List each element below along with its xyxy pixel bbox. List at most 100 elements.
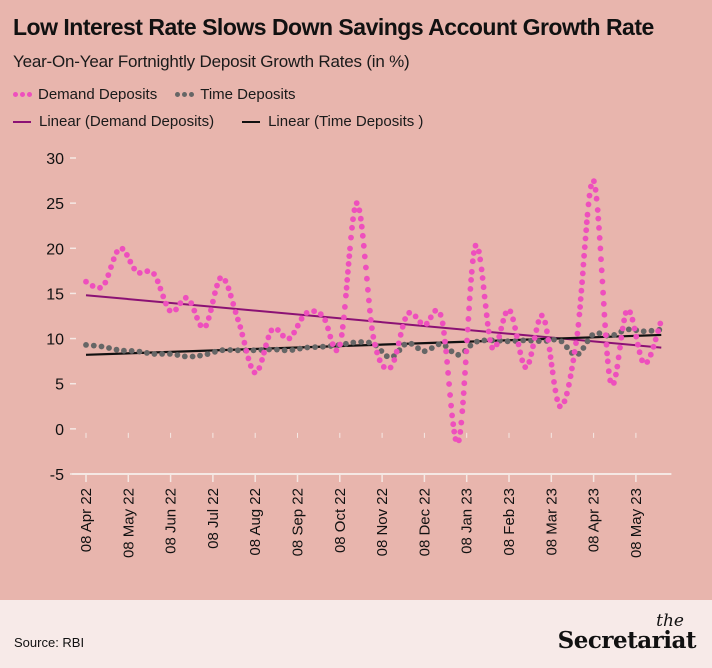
demand-deposit-dot — [526, 359, 533, 365]
time-deposit-dot — [227, 347, 234, 353]
time-deposit-dot — [366, 339, 372, 346]
time-deposit-dot — [204, 351, 211, 357]
demand-deposit-dot — [621, 317, 627, 324]
demand-deposit-dot — [564, 390, 570, 397]
demand-deposit-dot — [144, 268, 151, 275]
demand-deposit-dot — [437, 311, 444, 318]
demand-deposit-dot — [602, 332, 609, 339]
x-tick-label: 08 Aug 22 — [247, 488, 264, 556]
demand-deposit-dot — [366, 297, 372, 304]
demand-deposit-dot — [481, 293, 488, 300]
legend-swatch-purple-line — [13, 120, 31, 123]
demand-deposit-dot — [166, 307, 173, 314]
demand-deposit-dot — [574, 330, 581, 337]
demand-deposit-dot — [477, 256, 484, 263]
demand-deposit-dot — [406, 309, 413, 316]
demand-deposit-dot — [468, 277, 474, 283]
x-tick-label: 08 Jul 22 — [205, 488, 222, 549]
demand-deposit-dot — [399, 323, 406, 330]
demand-deposit-dot — [268, 327, 275, 334]
demand-deposit-dot — [517, 349, 524, 356]
legend-swatch-black-line — [242, 120, 261, 123]
demand-deposit-dot — [291, 329, 297, 336]
time-deposit-dot — [90, 342, 97, 349]
x-tick-label: 08 Dec 22 — [416, 488, 433, 556]
time-deposit-dot — [304, 344, 311, 351]
demand-deposit-dot — [325, 325, 331, 332]
demand-deposit-dot — [368, 317, 374, 323]
demand-deposit-dot — [650, 343, 657, 350]
time-deposit-dot — [212, 348, 218, 355]
demand-deposit-dot — [575, 321, 582, 328]
demand-deposit-dot — [124, 252, 130, 258]
demand-deposit-dot — [604, 358, 611, 365]
demand-deposit-dot — [622, 310, 629, 316]
demand-deposit-dot — [182, 294, 189, 301]
demand-deposit-dot — [374, 349, 380, 356]
demand-deposit-dot — [154, 278, 161, 285]
time-deposit-dot — [481, 337, 488, 344]
demand-deposit-dot — [583, 227, 590, 234]
demand-deposit-dot — [480, 284, 487, 291]
demand-deposit-dot — [591, 178, 597, 185]
demand-deposit-dot — [412, 313, 419, 320]
time-deposit-dot — [144, 350, 150, 356]
demand-deposit-dot — [483, 312, 490, 319]
demand-deposit-dot — [605, 368, 612, 375]
demand-deposit-dot — [603, 341, 610, 348]
demand-deposit-dot — [286, 335, 293, 342]
demand-deposit-dot — [376, 357, 383, 364]
demand-deposit-dot — [131, 265, 138, 272]
demand-deposit-dot — [577, 296, 584, 302]
demand-deposit-dot — [333, 347, 340, 354]
demand-deposit-dot — [341, 314, 347, 321]
y-tick-label: 15 — [46, 286, 64, 303]
legend-swatch-pink-dots — [13, 92, 32, 97]
demand-deposit-dot — [177, 300, 184, 307]
demand-deposit-dot — [89, 283, 96, 289]
demand-deposit-dot — [214, 282, 220, 289]
demand-deposit-dot — [108, 264, 114, 270]
demand-deposit-dot — [222, 278, 229, 284]
demand-deposit-dot — [261, 349, 267, 356]
demand-deposit-dot — [442, 338, 448, 345]
time-deposit-dot — [551, 336, 557, 343]
y-axis: 30 25 20 15 10 5 0 -5 — [46, 151, 76, 484]
demand-deposit-dot — [579, 270, 586, 277]
demand-deposit-dot — [522, 364, 529, 370]
demand-deposit-dot — [636, 349, 643, 356]
time-deposit-dot — [428, 345, 435, 351]
demand-deposit-dot — [110, 256, 117, 263]
demand-deposit-dot — [311, 308, 317, 315]
demand-deposit-dot — [460, 390, 467, 396]
demand-deposit-dot — [484, 320, 491, 327]
demand-deposit-dot — [546, 346, 553, 353]
demand-deposit-dot — [432, 307, 439, 314]
demand-deposit-dot — [581, 252, 587, 259]
demand-deposit-dot — [232, 309, 239, 315]
demand-deposit-dot — [519, 357, 526, 364]
demand-deposit-dot — [595, 215, 602, 222]
demand-deposit-dot — [460, 399, 466, 406]
demand-deposit-dot — [370, 333, 377, 340]
demand-deposit-dot — [387, 364, 394, 371]
demand-deposit-dot — [493, 341, 500, 348]
demand-deposit-dot — [393, 348, 400, 355]
demand-deposit-dot — [549, 369, 556, 376]
demand-deposit-dot — [275, 327, 281, 333]
time-deposit-dot — [235, 347, 241, 354]
x-tick-label: 08 Jun 22 — [163, 488, 180, 554]
demand-deposit-dot — [599, 278, 606, 285]
demand-deposit-dot — [579, 279, 585, 286]
demand-deposit-dot — [476, 248, 482, 255]
time-deposit-dot — [448, 348, 455, 355]
x-tick-label: 08 Sep 22 — [290, 488, 307, 556]
demand-deposit-dot — [530, 343, 536, 350]
demand-deposit-dot — [655, 328, 661, 334]
demand-deposit-dot — [391, 357, 398, 363]
time-deposit-dot — [415, 345, 421, 352]
demand-deposit-dot — [361, 253, 368, 260]
demand-deposit-dot — [458, 419, 465, 426]
demand-deposit-dot — [531, 335, 538, 341]
demand-deposit-dot — [467, 286, 474, 292]
